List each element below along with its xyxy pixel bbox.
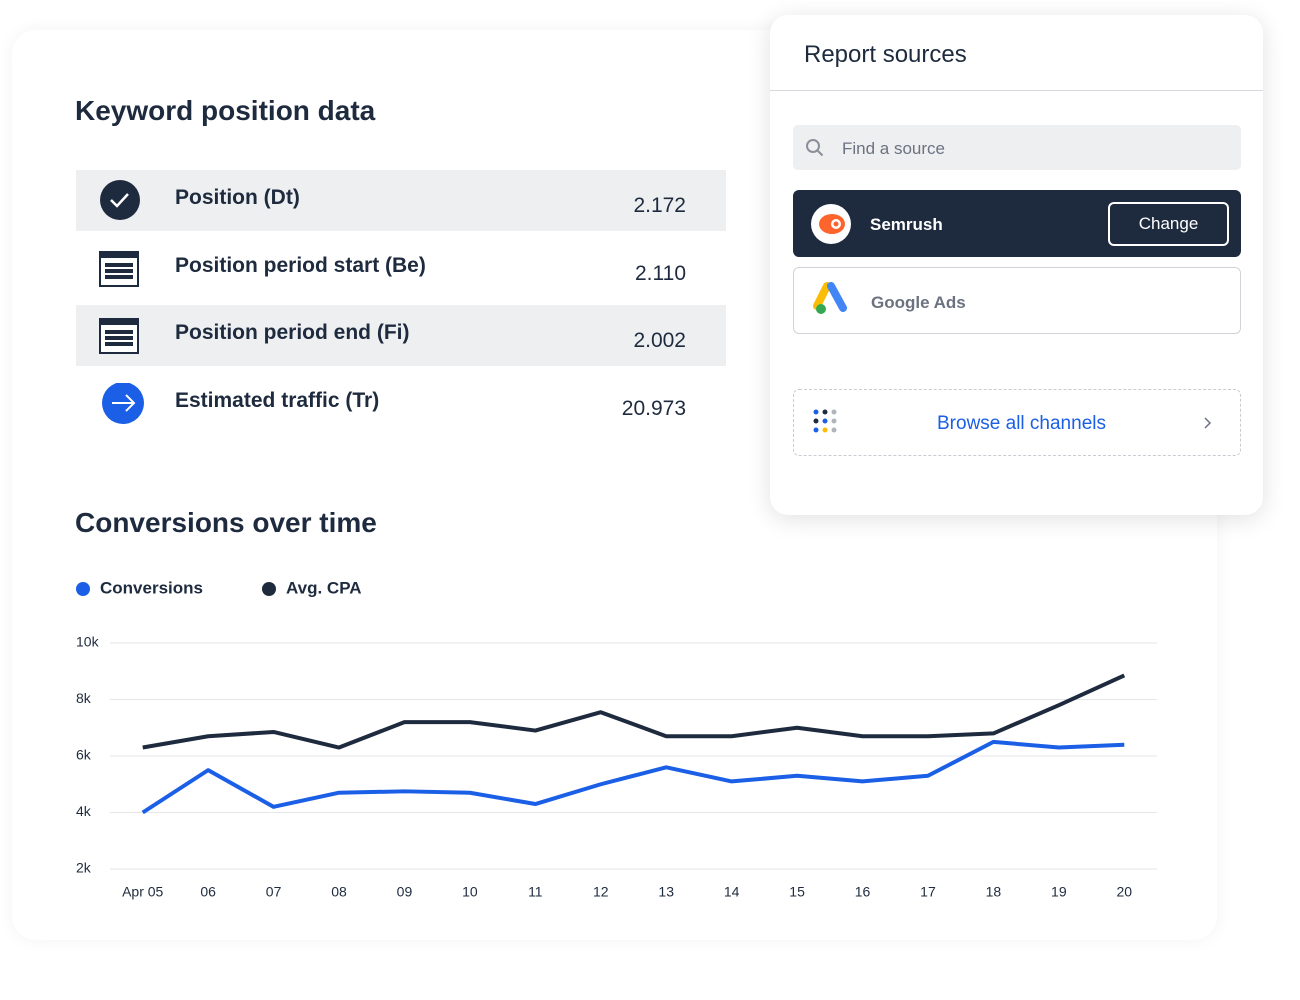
- chevron-icon: [1204, 417, 1212, 429]
- x-tick-label: 19: [1051, 884, 1067, 900]
- x-tick-label: 20: [1116, 884, 1132, 900]
- x-tick-label: 17: [920, 884, 936, 900]
- metric-label: Position period end (Fi): [175, 321, 410, 344]
- panel-title: Report sources: [804, 41, 967, 68]
- series-line: [142, 673, 1126, 750]
- legend-marker: [76, 582, 90, 596]
- browse-button[interactable]: Browse all channels: [793, 389, 1241, 456]
- x-tick-label: 10: [462, 884, 478, 900]
- chart-title: Conversions over time: [75, 507, 377, 538]
- metric-value: 2.002: [633, 329, 686, 352]
- source-name: Semrush: [870, 215, 943, 234]
- y-tick-label: 6k: [76, 747, 92, 763]
- metric-label: Position (Dt): [175, 186, 300, 209]
- search-icon: [806, 139, 824, 157]
- metric-label: Position period start (Be): [175, 254, 426, 277]
- legend-label: Avg. CPA: [286, 578, 362, 597]
- section-title: Keyword position data: [75, 95, 376, 126]
- metric-label: Estimated traffic (Tr): [175, 389, 380, 412]
- check-icon: [100, 180, 140, 220]
- source-item[interactable]: Semrush Change: [793, 190, 1241, 257]
- x-tick-label: 07: [266, 884, 282, 900]
- y-tick-label: 2k: [76, 860, 92, 876]
- source-item[interactable]: Google Ads: [793, 267, 1241, 334]
- arrow-icon: [102, 383, 144, 424]
- calendar-icon: [99, 251, 139, 287]
- x-tick-label: 18: [986, 884, 1002, 900]
- metric-value: 2.110: [635, 262, 686, 285]
- series-line: [141, 739, 1125, 815]
- metric-value: 20.973: [621, 397, 686, 420]
- x-tick-label: 13: [658, 884, 674, 900]
- metric-row: Position period start (Be) 2.110: [76, 238, 726, 299]
- source-name: Google Ads: [871, 293, 966, 312]
- x-tick-label: 12: [593, 884, 609, 900]
- calendar-icon: [99, 318, 139, 354]
- x-tick-label: 08: [331, 884, 347, 900]
- metric-row: Estimated traffic (Tr) 20.973: [76, 373, 726, 434]
- x-tick-label: 09: [397, 884, 413, 900]
- metric-row: Position period end (Fi) 2.002: [76, 305, 726, 366]
- legend-marker: [262, 582, 276, 596]
- search-box[interactable]: Find a source: [793, 125, 1241, 170]
- metric-value: 2.172: [633, 194, 686, 217]
- semrush-icon: [811, 204, 851, 244]
- x-tick-label: 16: [855, 884, 871, 900]
- google-ads-icon: [813, 282, 847, 314]
- legend-label: Conversions: [100, 578, 203, 597]
- change-button[interactable]: Change: [1108, 202, 1229, 246]
- y-tick-label: 4k: [76, 803, 92, 819]
- x-tick-label: 06: [200, 884, 216, 900]
- metric-row: Position (Dt) 2.172: [76, 170, 726, 231]
- x-tick-label: 11: [528, 884, 543, 900]
- browse-label: Browse all channels: [937, 413, 1106, 434]
- report-sources-panel: Report sources Find a source Semrush Cha…: [770, 15, 1263, 515]
- divider: [770, 90, 1263, 91]
- x-tick-label: Apr 05: [122, 884, 163, 900]
- search-placeholder: Find a source: [842, 139, 945, 158]
- y-tick-label: 8k: [76, 690, 92, 706]
- x-tick-label: 15: [789, 884, 805, 900]
- channels-icon: [813, 409, 837, 433]
- x-tick-label: 14: [724, 884, 740, 900]
- y-tick-label: 10k: [76, 634, 100, 650]
